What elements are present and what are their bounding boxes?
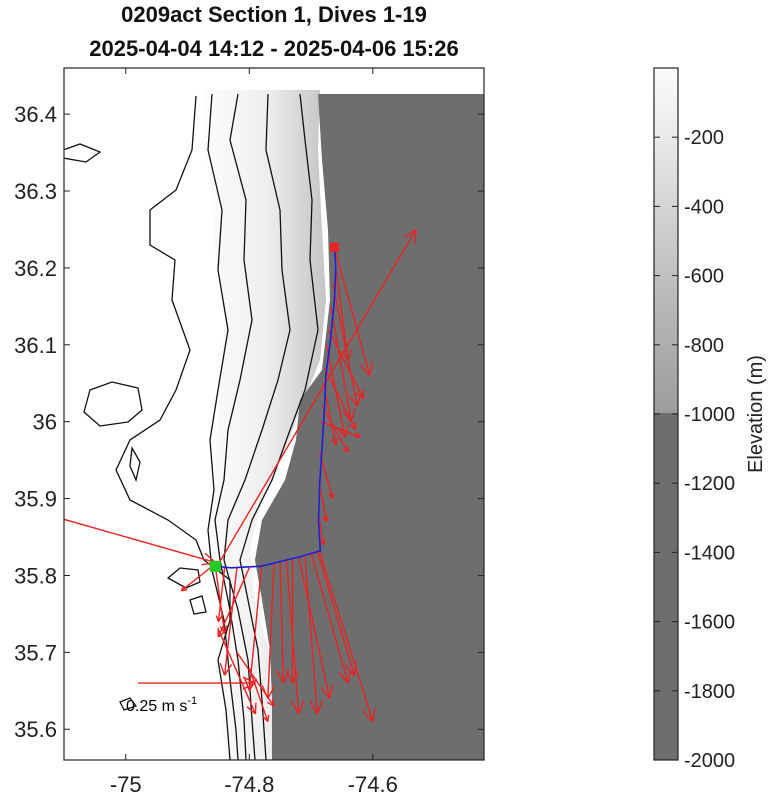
chart-title-line1: 0209act Section 1, Dives 1-19 [121,2,427,27]
colorbar-shallow [654,68,678,413]
current-vector [335,252,373,377]
axes-frame [63,67,485,761]
start-marker [209,560,221,572]
glider-track [215,247,337,569]
slope-shading [196,90,326,760]
scale-vector [138,676,256,690]
y-tick-label: 36.3 [14,179,57,204]
colorbar-tick-label: -1600 [684,612,735,634]
x-axis: -75 -74.8 -74.6 [110,68,398,797]
current-vector [215,567,226,622]
current-vector [327,329,365,400]
end-marker [330,242,340,252]
colorbar-tick-label: -1400 [684,542,735,564]
current-vector [304,553,323,715]
y-tick-label: 35.6 [14,717,57,742]
deep-water [255,94,484,760]
current-vector [214,566,228,634]
y-tick-label: 35.7 [14,640,57,665]
current-vector [276,561,290,684]
current-vector [180,565,213,592]
scale-label: 0.25 m s-1 [126,695,197,715]
current-vector [316,550,358,676]
colorbar-tick-label: -1000 [684,404,735,426]
current-vector [320,421,361,439]
current-vector [217,629,257,715]
chart-title-line2: 2025-04-04 14:12 - 2025-04-06 15:26 [89,36,458,61]
current-vector [298,556,334,699]
colorbar-deep [654,413,678,760]
colorbar-tick-label: -2000 [684,750,735,772]
y-tick-label: 36.2 [14,256,57,281]
current-vector [319,552,376,723]
y-tick-label: 35.9 [14,487,57,512]
x-tick-label: -74.6 [348,772,398,797]
current-vector [318,483,329,523]
colorbar-tick-label: -200 [684,127,724,149]
y-tick-label: 36.1 [14,333,57,358]
x-tick-label: -74.8 [224,772,274,797]
current-vector [236,651,275,707]
colorbar-tick-label: -400 [684,196,724,218]
x-tick-label: -75 [110,772,142,797]
y-tick-label: 36 [33,410,57,435]
colorbar-tick-label: -1800 [684,681,735,703]
colorbar-tick-label: -1200 [684,473,735,495]
current-vectors [64,228,417,723]
current-vector [321,405,349,454]
current-vector [331,283,362,407]
y-tick-label: 36.4 [14,102,57,127]
scale-arrow [138,676,256,690]
current-vector [285,560,305,715]
colorbar-tick-label: -600 [684,266,724,288]
current-vector [324,367,357,430]
current-vector [217,228,417,565]
colorbar: -200 -400 -600 -800 -1000 -1200 -1400 -1600 -180… [653,67,767,772]
current-vector [310,552,352,684]
map-panel: 0.25 m s-1 [64,68,484,760]
current-vector [330,306,356,423]
colorbar-label: Elevation (m) [745,355,767,473]
colorbar-tick-label: -800 [684,335,724,357]
current-vector [248,667,270,723]
current-vector [219,567,238,676]
y-tick-label: 35.8 [14,563,57,588]
y-axis: 36.4 36.3 36.2 36.1 36 35.9 35.8 35.7 35.6 [14,102,484,742]
